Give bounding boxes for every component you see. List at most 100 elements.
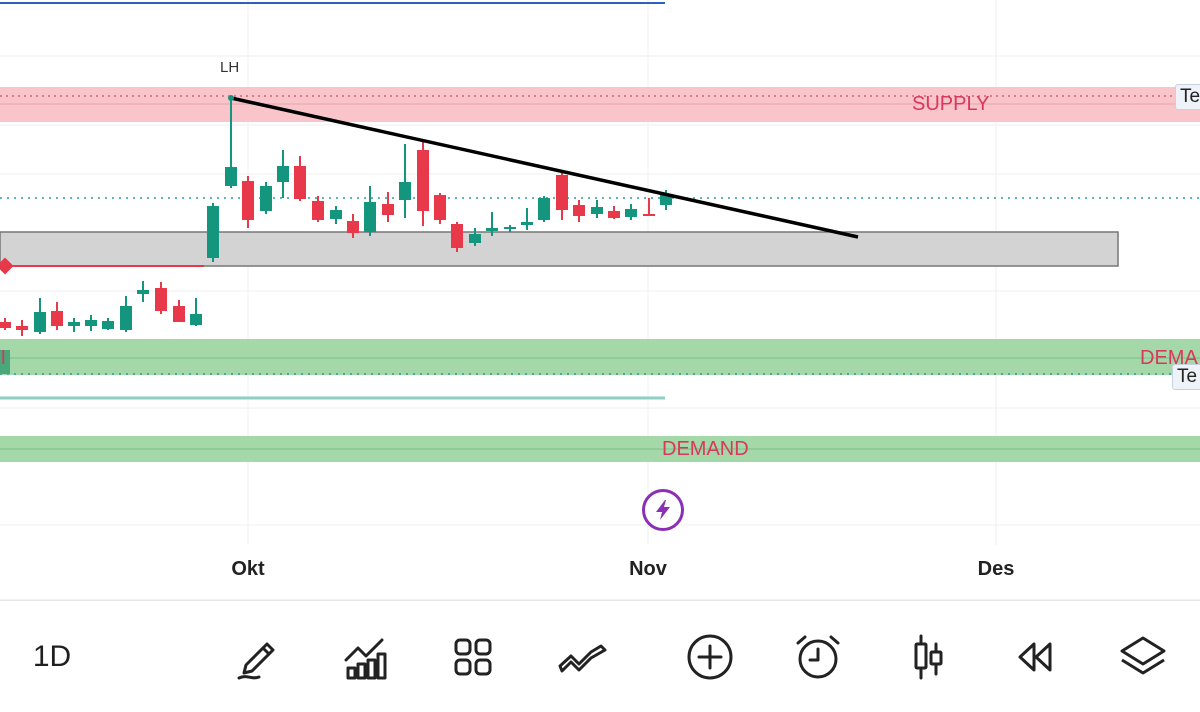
candle-body bbox=[120, 306, 132, 330]
lightning-icon[interactable] bbox=[642, 489, 684, 531]
candle-body bbox=[486, 228, 498, 231]
consolidation-zone[interactable] bbox=[0, 231, 1119, 267]
candle-34[interactable] bbox=[591, 200, 603, 218]
candle-body bbox=[434, 195, 446, 220]
candle-body bbox=[207, 206, 219, 258]
candle-body bbox=[608, 211, 620, 218]
candle-7[interactable] bbox=[120, 296, 132, 332]
layers-icon[interactable] bbox=[1115, 629, 1171, 685]
candle-9[interactable] bbox=[155, 282, 167, 314]
candle-body bbox=[469, 234, 481, 243]
candle-20[interactable] bbox=[347, 214, 359, 238]
candlestick-icon[interactable] bbox=[900, 629, 956, 685]
supply-zone-label: SUPPLY bbox=[912, 93, 990, 115]
candle-12[interactable] bbox=[207, 203, 219, 262]
demand-zone-lower-label: DEMAND bbox=[662, 438, 749, 460]
lightning-glyph bbox=[656, 500, 670, 520]
candle-1[interactable] bbox=[16, 320, 28, 336]
candle-14[interactable] bbox=[242, 176, 254, 228]
candle-25[interactable] bbox=[434, 193, 446, 224]
candle-28[interactable] bbox=[486, 212, 498, 236]
candle-11[interactable] bbox=[190, 298, 202, 326]
demand-zone-upper[interactable] bbox=[0, 339, 1200, 375]
trendline-anchor[interactable] bbox=[228, 95, 234, 101]
candle-10[interactable] bbox=[173, 300, 185, 322]
candle-2[interactable] bbox=[34, 298, 46, 334]
pivot-label: LH bbox=[220, 59, 240, 76]
chart-type-icon[interactable] bbox=[554, 629, 610, 685]
candle-body bbox=[277, 166, 289, 182]
candle-8[interactable] bbox=[137, 281, 149, 302]
candle-19[interactable] bbox=[330, 206, 342, 224]
add-circle-icon[interactable] bbox=[682, 629, 738, 685]
candle-body bbox=[68, 322, 80, 326]
candle-body bbox=[294, 166, 306, 199]
candle-body bbox=[51, 311, 63, 326]
candle-body bbox=[451, 224, 463, 248]
x-tick-nov: Nov bbox=[629, 558, 667, 580]
candle-21[interactable] bbox=[364, 186, 376, 236]
candle-body bbox=[225, 167, 237, 186]
candle-37[interactable] bbox=[643, 198, 655, 216]
candle-body bbox=[556, 175, 568, 210]
candle-18[interactable] bbox=[312, 196, 324, 222]
candle-29[interactable] bbox=[504, 225, 516, 232]
candle-body bbox=[364, 202, 376, 232]
price-chart[interactable] bbox=[0, 0, 1200, 600]
candle-body bbox=[102, 321, 114, 329]
candle-body bbox=[0, 322, 11, 328]
candles[interactable] bbox=[0, 98, 672, 336]
candle-body bbox=[625, 209, 637, 217]
candle-33[interactable] bbox=[573, 200, 585, 222]
candle-4[interactable] bbox=[68, 318, 80, 332]
trendline[interactable] bbox=[230, 96, 859, 239]
candle-body bbox=[504, 227, 516, 229]
candle-5[interactable] bbox=[85, 315, 97, 331]
candle-0[interactable] bbox=[0, 318, 11, 330]
candle-body bbox=[660, 195, 672, 205]
candle-body bbox=[242, 181, 254, 220]
price-label-bottom[interactable]: Te bbox=[1172, 364, 1200, 390]
candle-22[interactable] bbox=[382, 192, 394, 222]
candle-body bbox=[330, 210, 342, 219]
candle-body bbox=[382, 204, 394, 215]
demand-zone-marker bbox=[0, 350, 10, 374]
x-tick-okt: Okt bbox=[231, 558, 265, 580]
candle-36[interactable] bbox=[625, 204, 637, 220]
candle-body bbox=[260, 186, 272, 211]
candle-body bbox=[538, 198, 550, 220]
candle-26[interactable] bbox=[451, 222, 463, 252]
candle-35[interactable] bbox=[608, 206, 620, 219]
grid-icon[interactable] bbox=[445, 629, 501, 685]
interval-button[interactable]: 1D bbox=[32, 640, 72, 673]
candle-body bbox=[573, 205, 585, 216]
candle-13[interactable] bbox=[225, 98, 237, 188]
candle-23[interactable] bbox=[399, 144, 411, 218]
candle-17[interactable] bbox=[294, 156, 306, 201]
candle-15[interactable] bbox=[260, 182, 272, 214]
indicators-icon[interactable] bbox=[337, 629, 393, 685]
candle-body bbox=[643, 214, 655, 216]
price-label-top[interactable]: Te bbox=[1175, 84, 1200, 110]
candle-body bbox=[190, 314, 202, 325]
pencil-icon[interactable] bbox=[230, 629, 286, 685]
candle-body bbox=[347, 221, 359, 233]
candle-body bbox=[591, 207, 603, 214]
candle-body bbox=[417, 150, 429, 211]
candle-body bbox=[155, 288, 167, 311]
demand-zone-upper-label: DEMA bbox=[1140, 347, 1198, 369]
candle-3[interactable] bbox=[51, 302, 63, 330]
candle-6[interactable] bbox=[102, 318, 114, 330]
x-tick-des: Des bbox=[977, 558, 1015, 580]
candle-30[interactable] bbox=[521, 208, 533, 230]
alarm-clock-icon[interactable] bbox=[790, 629, 846, 685]
rewind-icon[interactable] bbox=[1007, 629, 1063, 685]
candle-body bbox=[85, 320, 97, 326]
candle-27[interactable] bbox=[469, 228, 481, 246]
candle-16[interactable] bbox=[277, 150, 289, 198]
candle-24[interactable] bbox=[417, 140, 429, 226]
left-clipped-label: DI bbox=[0, 347, 6, 369]
candle-31[interactable] bbox=[538, 196, 550, 222]
chart-area[interactable]: LH SUPPLY DEMA DEMAND DI Te Te Okt Nov D… bbox=[0, 0, 1200, 600]
candle-32[interactable] bbox=[556, 173, 568, 220]
